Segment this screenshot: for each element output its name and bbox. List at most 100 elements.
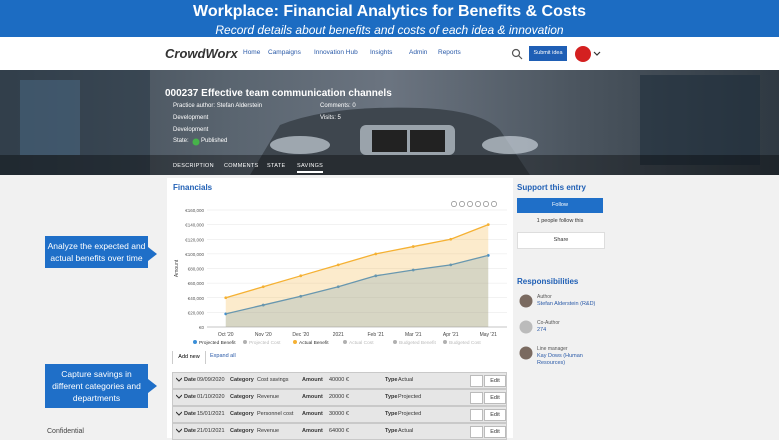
table-row[interactable]: Date 21/01/2021 Category Revenue Amount 64000… <box>172 423 507 440</box>
legend-marker[interactable] <box>393 340 397 344</box>
cell-value: Actual <box>398 428 414 434</box>
y-tick-label: €160,000 <box>185 208 204 213</box>
table-row[interactable]: Date 09/09/2020 Category Cost savings Amount… <box>172 372 507 389</box>
chart: €0 €20,000 €40,000 €60,000 €80,000 €100,000 €1… <box>167 195 513 351</box>
legend-label[interactable]: Budgeted Cost <box>449 340 481 346</box>
data-point <box>261 285 265 289</box>
idea-visits: Visits: 5 <box>320 115 341 121</box>
cell-value: Projected <box>398 394 422 400</box>
y-tick-label: €100,000 <box>185 252 204 257</box>
y-tick-label: €0 <box>199 325 205 330</box>
legend-label[interactable]: Budgeted Benefit <box>399 340 436 346</box>
y-tick-label: €40,000 <box>188 296 205 301</box>
person-avatar <box>519 320 533 334</box>
person-role: Co-Author <box>537 320 560 326</box>
person-role: Line manager <box>537 346 568 352</box>
data-point <box>374 252 378 256</box>
chevron-shape <box>176 428 182 433</box>
table-row[interactable]: Date 01/10/2020 Category Revenue Amount 20000… <box>172 389 507 406</box>
banner-subtitle: Record details about benefits and costs … <box>215 23 564 37</box>
toolbar-icon[interactable] <box>467 201 473 207</box>
tab[interactable]: COMMENTS <box>224 163 259 169</box>
tab[interactable]: SAVINGS <box>297 163 324 173</box>
data-point <box>299 294 303 298</box>
avatar-circle <box>519 346 533 360</box>
nav-link[interactable]: Insights <box>370 49 393 56</box>
nav-link[interactable]: Reports <box>438 49 461 56</box>
data-point <box>486 253 490 257</box>
expand-all[interactable]: Expand all <box>210 353 236 359</box>
legend-label[interactable]: Projected Benefit <box>199 340 236 346</box>
logo[interactable]: CrowdWorx <box>165 46 238 61</box>
delete-button[interactable] <box>470 375 483 387</box>
expand-chevron <box>176 377 182 382</box>
table-row[interactable]: Date 15/01/2021 Category Personnel cost Amou… <box>172 406 507 423</box>
section-title: Support this entry <box>517 183 586 192</box>
submit-button[interactable]: Submit idea <box>529 46 567 61</box>
nav-link[interactable]: Admin <box>409 49 428 56</box>
share-button[interactable]: Share <box>517 232 605 249</box>
y-tick-label: €60,000 <box>188 281 205 286</box>
add-new-tab[interactable]: Add new <box>172 350 206 364</box>
series-line <box>225 254 489 315</box>
tab[interactable]: DESCRIPTION <box>173 163 214 169</box>
follow-button[interactable]: Follow <box>517 198 603 213</box>
column-label: Category <box>230 377 254 383</box>
x-tick-label: Feb '21 <box>367 332 384 338</box>
person-name[interactable]: Stefan Alderstein (R&D) <box>537 301 596 307</box>
delete-button[interactable] <box>470 426 483 438</box>
cell-value: 21/01/2021 <box>197 428 225 434</box>
y-axis-label: Amount <box>174 259 180 277</box>
cell-value: Personnel cost <box>257 411 294 417</box>
data-point <box>224 312 228 316</box>
legend-marker[interactable] <box>293 340 297 344</box>
legend-marker[interactable] <box>443 340 447 344</box>
delete-button[interactable] <box>470 409 483 421</box>
search-icon[interactable] <box>511 48 523 60</box>
legend-marker[interactable] <box>193 340 197 344</box>
delete-button[interactable] <box>470 392 483 404</box>
edit-button[interactable]: Edit <box>484 392 506 404</box>
person-name[interactable]: 274 <box>537 327 547 333</box>
edit-button[interactable]: Edit <box>484 375 506 387</box>
state-value: Published <box>201 138 228 144</box>
person-name[interactable]: Kay Dows (Human Resources) <box>537 353 583 366</box>
column-label: Type <box>385 377 398 383</box>
toolbar-icon[interactable] <box>483 201 489 207</box>
legend-label[interactable]: Actual Benefit <box>299 340 329 346</box>
edit-button[interactable]: Edit <box>484 409 506 421</box>
y-tick-label: €20,000 <box>188 310 205 315</box>
cell-value: 01/10/2020 <box>197 394 225 400</box>
hero: 000237 Effective team communication chan… <box>0 70 779 175</box>
nav-link[interactable]: Innovation Hub <box>314 49 358 56</box>
toolbar-icon[interactable] <box>451 201 457 207</box>
series-line <box>225 224 489 299</box>
data-point <box>224 296 228 300</box>
toolbar-icon[interactable] <box>459 201 465 207</box>
legend-label[interactable]: Projected Cost <box>249 340 281 346</box>
data-point <box>411 245 415 248</box>
column-label: Type <box>385 394 398 400</box>
cell-value: 09/09/2020 <box>197 377 225 383</box>
cell-value: 30000 € <box>329 411 349 417</box>
banner: Workplace: Financial Analytics for Benef… <box>0 0 779 37</box>
data-point <box>449 237 453 241</box>
tab[interactable]: STATE <box>267 163 286 169</box>
x-tick-label: May '21 <box>480 332 498 338</box>
column-label: Amount <box>302 411 323 417</box>
nav-link[interactable]: Campaigns <box>268 49 301 56</box>
toolbar-icon[interactable] <box>491 201 497 207</box>
legend-marker[interactable] <box>343 340 347 344</box>
callout: Capture savings in different categories … <box>45 364 148 408</box>
legend-label[interactable]: Actual Cost <box>349 340 374 346</box>
cell-value: 64000 € <box>329 428 349 434</box>
x-tick-label: 2021 <box>333 332 344 338</box>
cell-value: Revenue <box>257 428 280 434</box>
toolbar-icon[interactable] <box>475 201 481 207</box>
edit-button[interactable]: Edit <box>484 426 506 438</box>
user-avatar[interactable] <box>574 45 602 63</box>
legend-marker[interactable] <box>243 340 247 344</box>
data-point <box>486 223 490 227</box>
nav-link[interactable]: Home <box>243 49 261 56</box>
